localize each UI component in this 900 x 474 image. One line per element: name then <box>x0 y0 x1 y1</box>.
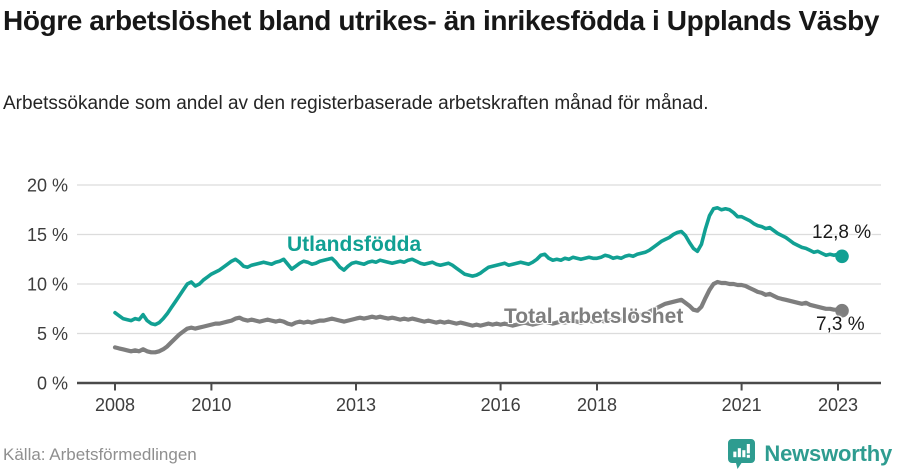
page-title: Högre arbetslöshet bland utrikes- än inr… <box>3 5 880 36</box>
x-tick-label: 2018 <box>577 395 617 415</box>
y-tick-label: 15 % <box>27 225 68 245</box>
series-label-utlandsfodda: Utlandsfödda <box>287 233 422 256</box>
newsworthy-wordmark: Newsworthy <box>764 440 892 466</box>
y-tick-label: 0 % <box>37 374 68 394</box>
end-value-label-utlandsfodda: 12,8 % <box>812 222 872 243</box>
x-tick-label: 2013 <box>336 395 376 415</box>
series-end-dot-utlandsfodda <box>835 249 849 264</box>
source-attribution: Källa: Arbetsförmedlingen <box>3 445 197 464</box>
newsworthy-logo[interactable]: Newsworthy <box>727 438 892 469</box>
series-line-total <box>112 279 845 355</box>
series-label-total-arbetsloshet: Total arbetslöshet <box>504 305 684 328</box>
y-tick-label: 20 % <box>27 176 68 196</box>
y-tick-label: 10 % <box>27 275 68 295</box>
end-value-label-total: 7,3 % <box>816 314 865 335</box>
chart-subtitle: Arbetssökande som andel av den registerb… <box>3 93 709 114</box>
y-tick-label: 5 % <box>37 324 68 344</box>
newsworthy-bubble-chart-icon <box>727 438 756 469</box>
x-tick-label: 2021 <box>722 395 762 415</box>
series-end-dot-total <box>835 303 849 318</box>
x-tick-label: 2023 <box>818 395 858 415</box>
x-tick-label: 2008 <box>95 395 135 415</box>
series-line-utlandsfodda <box>113 206 844 327</box>
x-tick-label: 2016 <box>481 395 521 415</box>
x-tick-label: 2010 <box>191 395 231 415</box>
